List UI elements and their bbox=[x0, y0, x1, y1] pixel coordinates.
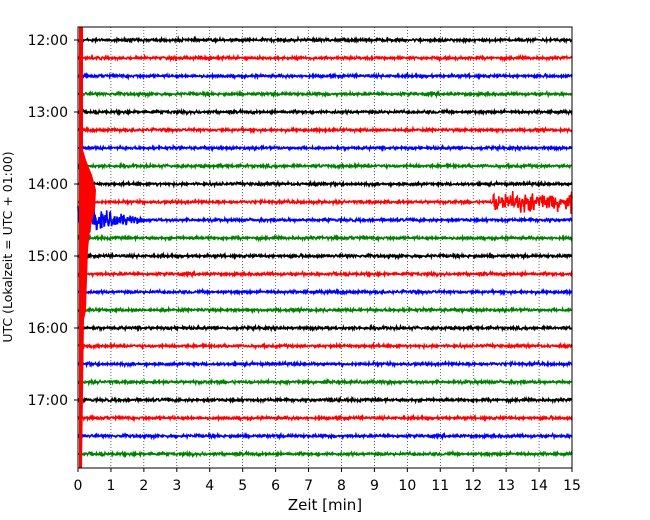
trace-line bbox=[77, 125, 573, 135]
trace-line bbox=[77, 53, 573, 63]
trace-line bbox=[77, 287, 573, 297]
trace-line bbox=[77, 377, 573, 387]
y-tick-label: 17:00 bbox=[28, 393, 68, 409]
y-tick-label: 15:00 bbox=[28, 249, 68, 265]
trace-line bbox=[77, 143, 573, 153]
trace-line bbox=[77, 269, 573, 279]
trace-line bbox=[77, 205, 573, 233]
trace-line bbox=[77, 359, 573, 369]
x-tick-label: 3 bbox=[172, 478, 181, 494]
y-axis-label: UTC (Lokalzeit = UTC + 01:00) bbox=[0, 151, 15, 342]
y-tick-label: 14:00 bbox=[28, 177, 68, 193]
x-tick-label: 2 bbox=[139, 478, 148, 494]
trace-line bbox=[77, 89, 573, 99]
trace-line bbox=[77, 431, 573, 441]
trace-line bbox=[77, 161, 573, 171]
trace-line bbox=[77, 449, 573, 459]
x-tick-label: 4 bbox=[205, 478, 214, 494]
x-tick-label: 8 bbox=[337, 478, 346, 494]
x-axis: 0 1 2 3 4 5 6 7 8 9 10 11 12 13 14 15 bbox=[74, 468, 581, 494]
trace-line bbox=[77, 71, 573, 81]
x-tick-label: 1 bbox=[106, 478, 115, 494]
x-tick-label: 0 bbox=[74, 478, 83, 494]
trace-line bbox=[77, 233, 573, 243]
x-tick-label: 13 bbox=[497, 478, 515, 494]
x-tick-label: 12 bbox=[464, 478, 482, 494]
onset-spike bbox=[79, 27, 96, 468]
x-tick-label: 5 bbox=[238, 478, 247, 494]
x-tick-label: 10 bbox=[398, 478, 416, 494]
trace-group bbox=[77, 27, 573, 468]
x-tick-label: 6 bbox=[271, 478, 280, 494]
x-tick-label: 15 bbox=[563, 478, 581, 494]
y-tick-label: 12:00 bbox=[28, 33, 68, 49]
trace-line bbox=[77, 190, 573, 214]
x-tick-label: 9 bbox=[370, 478, 379, 494]
x-tick-label: 7 bbox=[304, 478, 313, 494]
y-axis: 12:00 13:00 14:00 15:00 16:00 17:00 bbox=[28, 33, 78, 409]
trace-line bbox=[77, 251, 573, 261]
y-tick-label: 13:00 bbox=[28, 105, 68, 121]
trace-line bbox=[77, 323, 573, 333]
trace-line bbox=[77, 413, 573, 423]
x-axis-label: Zeit [min] bbox=[288, 496, 362, 514]
plot-frame bbox=[77, 26, 573, 469]
trace-line bbox=[77, 305, 573, 315]
trace-line bbox=[77, 107, 573, 117]
x-tick-label: 11 bbox=[431, 478, 449, 494]
trace-line bbox=[77, 179, 573, 189]
trace-line bbox=[77, 395, 573, 405]
y-tick-label: 16:00 bbox=[28, 321, 68, 337]
trace-line bbox=[77, 341, 573, 351]
x-tick-label: 14 bbox=[530, 478, 548, 494]
trace-line bbox=[77, 35, 573, 45]
